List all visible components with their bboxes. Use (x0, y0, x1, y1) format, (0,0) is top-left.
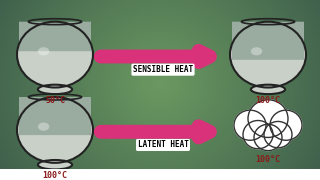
FancyArrow shape (98, 49, 216, 64)
Text: SENSIBLE HEAT: SENSIBLE HEAT (133, 65, 193, 74)
Ellipse shape (251, 47, 262, 55)
FancyBboxPatch shape (19, 97, 91, 135)
Ellipse shape (17, 97, 93, 163)
Ellipse shape (38, 47, 49, 55)
Text: 100°C: 100°C (255, 96, 281, 105)
FancyBboxPatch shape (19, 22, 91, 51)
Circle shape (254, 124, 282, 151)
Ellipse shape (38, 160, 72, 169)
Text: 100°C: 100°C (255, 155, 281, 164)
Text: 100°C: 100°C (43, 171, 68, 180)
Ellipse shape (17, 22, 93, 87)
Circle shape (264, 122, 292, 148)
Text: LATENT HEAT: LATENT HEAT (138, 140, 188, 149)
Ellipse shape (251, 85, 285, 94)
Circle shape (248, 100, 288, 138)
Circle shape (243, 120, 273, 149)
Ellipse shape (230, 22, 306, 87)
Ellipse shape (38, 123, 49, 131)
Ellipse shape (38, 85, 72, 94)
FancyBboxPatch shape (232, 22, 304, 60)
Circle shape (270, 110, 302, 140)
Circle shape (234, 110, 266, 140)
Text: 50°C: 50°C (45, 96, 65, 105)
FancyArrow shape (98, 124, 216, 139)
